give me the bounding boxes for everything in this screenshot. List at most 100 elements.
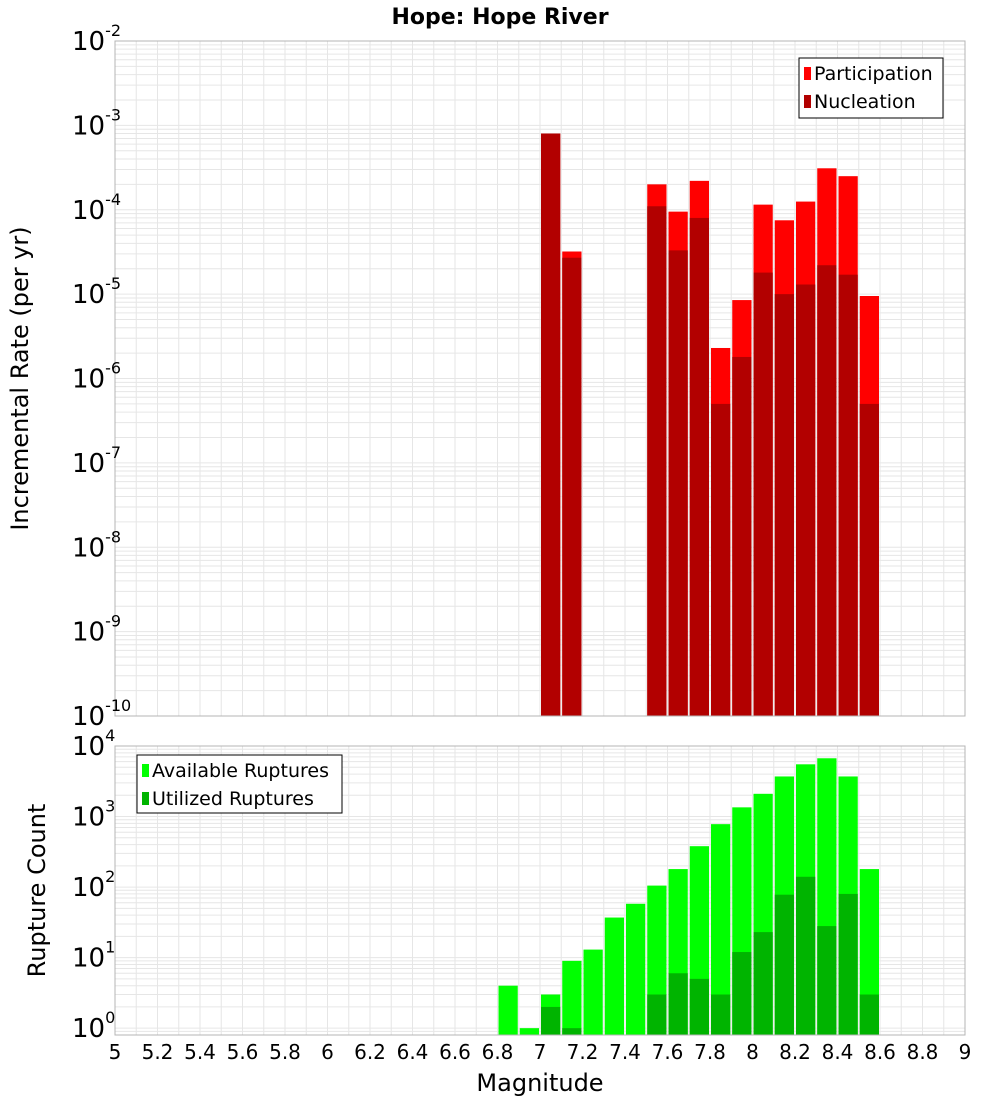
bar bbox=[562, 960, 582, 1035]
legend-label: Utilized Ruptures bbox=[152, 788, 314, 810]
bar bbox=[753, 272, 773, 716]
chart-title: Hope: Hope River bbox=[391, 5, 608, 30]
legend-label: Nucleation bbox=[814, 91, 916, 113]
tick-base: 10 bbox=[72, 365, 105, 395]
bar bbox=[689, 978, 709, 1035]
x-tick-label: 7.8 bbox=[694, 1040, 726, 1064]
x-tick-label: 8.4 bbox=[822, 1040, 854, 1064]
bar bbox=[562, 257, 582, 716]
x-tick-label: 5.4 bbox=[184, 1040, 216, 1064]
tick-exponent: 4 bbox=[105, 726, 115, 745]
legend-box bbox=[798, 57, 944, 119]
legend-label: Available Ruptures bbox=[152, 760, 329, 782]
bar bbox=[689, 217, 709, 716]
bar bbox=[647, 206, 667, 716]
tick-exponent: 2 bbox=[105, 867, 115, 886]
legend-swatch bbox=[142, 792, 149, 805]
tick-base: 10 bbox=[72, 196, 105, 226]
tick-base: 10 bbox=[72, 944, 105, 974]
x-tick-label: 7.6 bbox=[652, 1040, 684, 1064]
bar bbox=[732, 356, 752, 716]
tick-base: 10 bbox=[72, 732, 105, 762]
bar bbox=[498, 985, 518, 1035]
plot-frame bbox=[114, 40, 966, 717]
x-axis-label: Magnitude bbox=[476, 1069, 603, 1097]
x-tick-label: 8.2 bbox=[779, 1040, 811, 1064]
tick-exponent: -5 bbox=[105, 274, 121, 293]
y-tick-label: 10-2 bbox=[72, 21, 121, 57]
y-tick-label: 10-10 bbox=[72, 696, 131, 732]
x-tick-label: 8.8 bbox=[907, 1040, 939, 1064]
x-tick-label: 8 bbox=[746, 1040, 759, 1064]
y-tick-label: 100 bbox=[72, 1008, 115, 1044]
x-tick-label: 6 bbox=[321, 1040, 334, 1064]
x-tick-label: 5.2 bbox=[142, 1040, 174, 1064]
bar bbox=[626, 903, 646, 1035]
tick-base: 10 bbox=[72, 702, 105, 732]
bar bbox=[753, 932, 773, 1035]
bar bbox=[859, 403, 879, 716]
tick-exponent: -6 bbox=[105, 359, 121, 378]
y-tick-label: 10-6 bbox=[72, 359, 121, 395]
panel-top: 10-1010-910-810-710-610-510-410-310-2Inc… bbox=[6, 21, 966, 732]
bar bbox=[817, 926, 837, 1035]
tick-exponent: 0 bbox=[105, 1008, 115, 1027]
y-tick-label: 10-9 bbox=[72, 612, 121, 648]
bar bbox=[647, 994, 667, 1035]
tick-base: 10 bbox=[72, 449, 105, 479]
x-tick-label: 7.4 bbox=[609, 1040, 641, 1064]
x-tick-label: 8.6 bbox=[864, 1040, 896, 1064]
tick-base: 10 bbox=[72, 873, 105, 903]
bar bbox=[604, 917, 624, 1035]
tick-base: 10 bbox=[72, 27, 105, 57]
y-tick-label: 10-3 bbox=[72, 105, 121, 141]
bar bbox=[711, 403, 731, 716]
bar bbox=[711, 824, 731, 1035]
y-axis-label: Rupture Count bbox=[23, 804, 51, 978]
bar bbox=[732, 952, 752, 1035]
series-utilized-ruptures bbox=[541, 876, 879, 1035]
tick-base: 10 bbox=[72, 280, 105, 310]
bar bbox=[796, 876, 816, 1035]
y-tick-label: 10-4 bbox=[72, 190, 121, 226]
x-tick-label: 6.4 bbox=[397, 1040, 429, 1064]
bar bbox=[583, 949, 603, 1035]
tick-base: 10 bbox=[72, 1014, 105, 1044]
bar bbox=[796, 284, 816, 716]
bar bbox=[668, 973, 688, 1035]
y-tick-label: 10-5 bbox=[72, 274, 121, 310]
tick-exponent: 3 bbox=[105, 797, 115, 816]
x-tick-label: 5.8 bbox=[269, 1040, 301, 1064]
legend-swatch bbox=[804, 67, 811, 80]
legend-swatch bbox=[804, 95, 811, 108]
tick-base: 10 bbox=[72, 111, 105, 141]
y-tick-label: 10-7 bbox=[72, 443, 121, 479]
bar bbox=[519, 1028, 539, 1035]
series-nucleation bbox=[541, 133, 879, 717]
x-tick-label: 7.2 bbox=[567, 1040, 599, 1064]
tick-exponent: 1 bbox=[105, 938, 115, 957]
tick-exponent: -7 bbox=[105, 443, 121, 462]
bar bbox=[668, 250, 688, 717]
bar bbox=[859, 869, 879, 1035]
bar bbox=[838, 893, 858, 1035]
x-tick-label: 5.6 bbox=[227, 1040, 259, 1064]
legend: Participation Nucleation bbox=[798, 57, 944, 119]
legend-label: Participation bbox=[814, 63, 933, 85]
gridlines bbox=[114, 41, 966, 717]
tick-base: 10 bbox=[72, 533, 105, 563]
tick-base: 10 bbox=[72, 618, 105, 648]
x-tick-label: 6.2 bbox=[354, 1040, 386, 1064]
y-tick-label: 101 bbox=[72, 938, 115, 974]
bar bbox=[541, 1006, 561, 1035]
tick-exponent: -4 bbox=[105, 190, 121, 209]
x-tick-label: 6.6 bbox=[439, 1040, 471, 1064]
bar bbox=[562, 1028, 582, 1035]
y-tick-label: 10-8 bbox=[72, 527, 121, 563]
y-axis-label: Incremental Rate (per yr) bbox=[6, 226, 34, 530]
bar bbox=[774, 294, 794, 716]
bar bbox=[859, 994, 879, 1035]
